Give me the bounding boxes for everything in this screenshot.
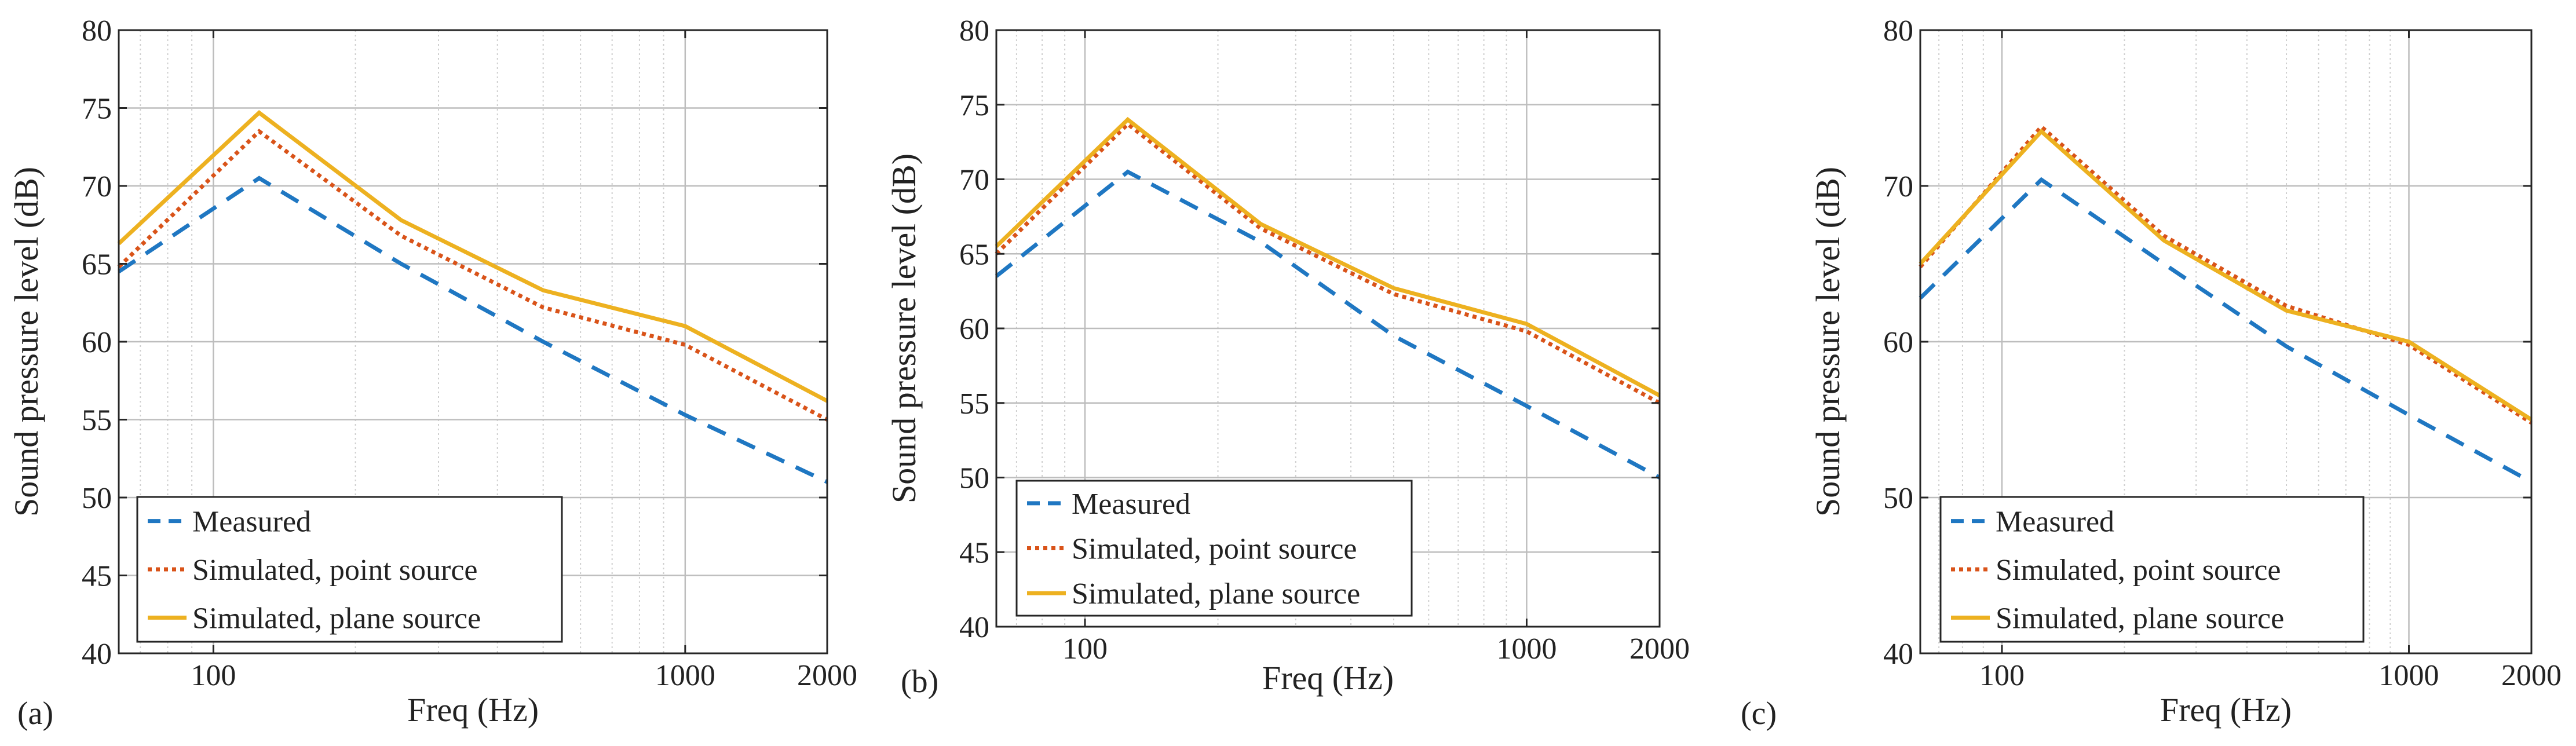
y-tick-label: 45 xyxy=(959,536,989,569)
y-tick-label: 40 xyxy=(1883,638,1913,671)
legend-box xyxy=(1015,480,1413,617)
legend: Measured Simulated, point source Simulated… xyxy=(1939,496,2365,643)
x-tick-label: 1000 xyxy=(2379,659,2439,692)
y-tick-label: 55 xyxy=(82,404,112,437)
panel-label: (c) xyxy=(1741,696,1777,732)
y-tick-label: 40 xyxy=(959,611,989,644)
series-line-measured xyxy=(995,169,1661,480)
x-tick-label: 100 xyxy=(1062,632,1108,665)
x-axis-label: Freq (Hz) xyxy=(407,691,539,729)
x-tick-label: 2000 xyxy=(2501,659,2562,692)
x-tick-label: 100 xyxy=(191,659,236,692)
legend: Measured Simulated, point source Simulated… xyxy=(1015,480,1413,617)
y-tick-label: 50 xyxy=(959,462,989,495)
x-axis-label: Freq (Hz) xyxy=(2160,691,2292,729)
y-axis-label: Sound pressure level (dB) xyxy=(885,153,923,503)
legend-entry: Simulated, plane source xyxy=(1996,602,2284,635)
chart-panel-1: 40 45 50 55 60 65 70 75 80 100 1000 2000 Freq (Hz) So… xyxy=(8,14,857,732)
x-tick-label: 1000 xyxy=(655,659,715,692)
x-axis-label: Freq (Hz) xyxy=(1262,659,1394,697)
legend-entry: Simulated, point source xyxy=(1072,533,1357,566)
legend-entry: Simulated, plane source xyxy=(1072,577,1360,610)
legend-entry: Measured xyxy=(1072,488,1190,521)
legend-entry: Simulated, point source xyxy=(1996,554,2281,587)
y-tick-label: 80 xyxy=(82,14,112,47)
x-tick-label: 2000 xyxy=(1629,632,1690,665)
y-tick-label: 60 xyxy=(82,326,112,359)
y-tick-label: 55 xyxy=(959,387,989,420)
y-tick-label: 80 xyxy=(1883,14,1913,47)
x-tick-label: 2000 xyxy=(797,659,857,692)
y-tick-label: 50 xyxy=(1883,482,1913,515)
y-axis-label: Sound pressure level (dB) xyxy=(1809,167,1847,517)
x-tick-label: 1000 xyxy=(1496,632,1556,665)
x-tick-label: 100 xyxy=(1979,659,2025,692)
series-line-measured xyxy=(1919,177,2533,484)
series-line-simulated-plane-source xyxy=(117,110,828,403)
legend: Measured Simulated, point source Simulated… xyxy=(136,496,563,643)
y-tick-label: 70 xyxy=(1883,170,1913,203)
y-tick-label: 50 xyxy=(82,482,112,515)
chart-panel-2: 40 45 50 55 60 65 70 75 80 100 1000 2000 Freq (Hz) So… xyxy=(885,14,1690,700)
series-line-simulated-point-source xyxy=(117,129,828,422)
y-axis-label: Sound pressure level (dB) xyxy=(8,167,45,517)
series-line-simulated-point-source xyxy=(1919,123,2533,425)
legend-entry: Measured xyxy=(192,506,311,539)
panel-label: (b) xyxy=(901,664,938,700)
series-line-simulated-point-source xyxy=(995,121,1661,405)
y-tick-label: 60 xyxy=(959,313,989,346)
y-tick-label: 75 xyxy=(82,93,112,126)
panel-label: (a) xyxy=(17,696,53,732)
legend-box xyxy=(1939,496,2365,643)
legend-entry: Measured xyxy=(1996,506,2114,539)
chart-panel-3: 40 50 60 70 80 100 1000 2000 Freq (Hz) Sound pres… xyxy=(1741,14,2562,732)
legend-entry: Simulated, plane source xyxy=(192,602,481,635)
series-line-simulated-plane-source xyxy=(1919,128,2533,422)
y-tick-label: 80 xyxy=(959,14,989,47)
series-line-measured xyxy=(118,175,828,484)
y-tick-label: 70 xyxy=(82,170,112,203)
y-tick-label: 65 xyxy=(959,238,989,271)
series-line-simulated-plane-source xyxy=(995,116,1661,397)
legend-entry: Simulated, point source xyxy=(192,554,477,587)
y-tick-label: 45 xyxy=(82,560,112,593)
y-tick-label: 75 xyxy=(959,89,989,122)
y-tick-label: 60 xyxy=(1883,326,1913,359)
y-tick-label: 65 xyxy=(82,248,112,281)
y-tick-label: 70 xyxy=(959,164,989,197)
legend-box xyxy=(136,496,563,643)
y-tick-label: 40 xyxy=(82,638,112,671)
